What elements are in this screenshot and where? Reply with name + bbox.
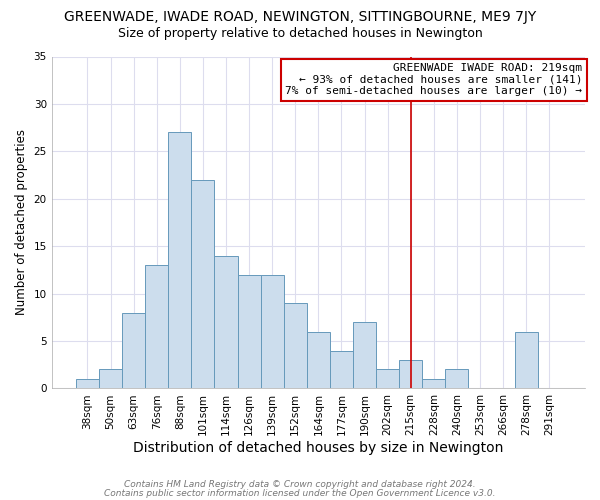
Bar — [422, 379, 445, 388]
Text: GREENWADE, IWADE ROAD, NEWINGTON, SITTINGBOURNE, ME9 7JY: GREENWADE, IWADE ROAD, NEWINGTON, SITTIN… — [64, 10, 536, 24]
Text: GREENWADE IWADE ROAD: 219sqm
← 93% of detached houses are smaller (141)
7% of se: GREENWADE IWADE ROAD: 219sqm ← 93% of de… — [286, 63, 583, 96]
Bar — [191, 180, 214, 388]
Bar — [399, 360, 422, 388]
Bar — [214, 256, 238, 388]
X-axis label: Distribution of detached houses by size in Newington: Distribution of detached houses by size … — [133, 441, 503, 455]
Bar — [145, 265, 168, 388]
Bar — [238, 274, 260, 388]
Bar — [168, 132, 191, 388]
Bar — [122, 312, 145, 388]
Text: Contains HM Land Registry data © Crown copyright and database right 2024.: Contains HM Land Registry data © Crown c… — [124, 480, 476, 489]
Bar — [260, 274, 284, 388]
Bar — [307, 332, 330, 388]
Y-axis label: Number of detached properties: Number of detached properties — [15, 130, 28, 316]
Bar — [76, 379, 99, 388]
Text: Contains public sector information licensed under the Open Government Licence v3: Contains public sector information licen… — [104, 490, 496, 498]
Bar — [376, 370, 399, 388]
Text: Size of property relative to detached houses in Newington: Size of property relative to detached ho… — [118, 28, 482, 40]
Bar — [99, 370, 122, 388]
Bar — [353, 322, 376, 388]
Bar — [515, 332, 538, 388]
Bar — [445, 370, 469, 388]
Bar — [330, 350, 353, 389]
Bar — [284, 303, 307, 388]
